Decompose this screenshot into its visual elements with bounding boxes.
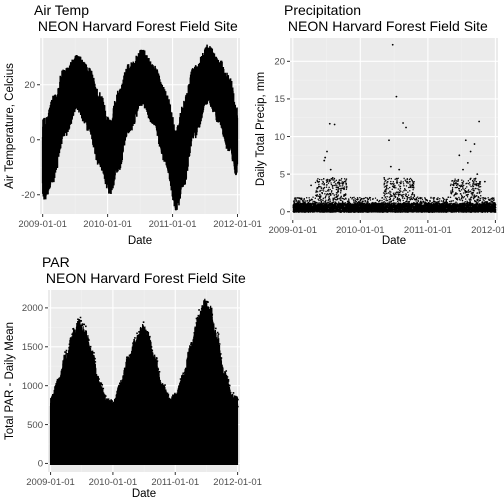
precip-data-point: [316, 180, 319, 183]
precip-data-point: [466, 161, 469, 164]
precip-data-point: [483, 180, 486, 183]
air-temp-title-line1: Air Temp: [34, 2, 89, 18]
air-temp-y-axis-label: Air Temperature, Celcius: [4, 63, 16, 189]
air-temp-ticks: 2009-01-01 2010-01-01 2011-01-01 2012-01-01…: [18, 80, 261, 230]
precip-y-axis-label: Daily Total Precip, mm: [255, 72, 267, 186]
precip-data-point: [398, 168, 401, 171]
precip-data-point: [464, 139, 467, 142]
air-temp-x-tick-label: 2009-01-01: [18, 219, 67, 230]
air-temp-x-axis-label: Date: [128, 235, 152, 247]
air-temp-data-points: [41, 44, 239, 211]
air-temp-title-line2: NEON Harvard Forest Field Site: [34, 18, 238, 34]
precip-y-tick-label: 10: [274, 132, 285, 143]
precip-data-point: [408, 180, 411, 183]
precip-data-point: [383, 176, 386, 179]
air-temp-panel: Air Temp NEON Harvard Forest Field Site …: [4, 2, 262, 247]
precip-data-point: [405, 126, 407, 129]
precip-data-point: [310, 184, 312, 187]
precip-data-point: [326, 150, 328, 153]
par-marks: [49, 298, 239, 465]
par-y-tick-label: 500: [27, 420, 43, 431]
par-x-axis-label: Date: [132, 488, 156, 500]
precip-title-line1: Precipitation: [284, 2, 361, 18]
precip-x-tick-label: 2009-01-01: [268, 225, 317, 236]
par-x-tick-label: 2012-01-01: [213, 477, 262, 488]
precip-x-axis-label: Date: [382, 235, 406, 247]
par-data-point-peaks: [50, 299, 239, 411]
par-x-tick-label: 2010-01-01: [89, 477, 138, 488]
precip-y-tick-label: 15: [274, 94, 285, 105]
air-temp-y-tick-label: -20: [21, 190, 35, 201]
precip-data-point: [389, 165, 392, 168]
precip-data-point: [452, 184, 455, 187]
air-temp-y-tick-label: 20: [24, 80, 35, 91]
precip-y-tick-label: 5: [280, 169, 285, 180]
precip-data-point: [395, 95, 398, 98]
precip-data-point: [343, 188, 345, 191]
precip-y-tick-label: 20: [274, 57, 285, 68]
precip-data-point: [473, 143, 476, 145]
par-ticks: 2009-01-01 2010-01-01 2011-01-01 2012-01-01…: [22, 303, 262, 488]
precip-x-tick-label: 2010-01-01: [336, 225, 385, 236]
precip-panel: Precipitation NEON Harvard Forest Field …: [255, 2, 504, 247]
precip-data-point: [476, 173, 479, 176]
precip-title-line2: NEON Harvard Forest Field Site: [284, 18, 488, 34]
air-temp-x-tick-label: 2012-01-01: [213, 219, 262, 230]
precip-data-point: [402, 122, 404, 124]
precip-data-points: [292, 177, 497, 213]
precip-data-point: [462, 168, 464, 171]
air-temp-marks: [41, 44, 239, 211]
precip-data-point: [388, 139, 390, 142]
precip-y-tick-label: 0: [280, 207, 285, 218]
precip-data-point: [323, 159, 326, 162]
air-temp-x-tick-label: 2011-01-01: [149, 219, 197, 230]
precip-x-tick-label: 2012-01-01: [471, 225, 504, 236]
air-temp-y-tick-label: 0: [30, 135, 35, 146]
par-title-line1: PAR: [42, 254, 70, 270]
par-y-tick-label: 0: [38, 459, 43, 470]
par-x-tick-label: 2011-01-01: [151, 477, 199, 488]
precip-data-point: [469, 150, 472, 153]
precip-ticks: 2009-01-01 2010-01-01 2011-01-01 2012-01-01…: [268, 57, 504, 236]
precip-data-point: [333, 123, 336, 126]
precip-data-point: [458, 154, 461, 157]
par-panel: PAR NEON Harvard Forest Field Site 2009-…: [4, 254, 262, 500]
precip-marks: [292, 43, 497, 213]
precip-data-point: [324, 156, 327, 159]
par-y-tick-label: 2000: [22, 303, 43, 314]
par-x-tick-label: 2009-01-01: [26, 477, 75, 488]
par-y-axis-label: Total PAR - Daily Mean: [4, 322, 16, 440]
par-y-tick-label: 1500: [22, 342, 43, 353]
precip-data-point: [331, 176, 334, 179]
precip-data-point: [328, 122, 331, 125]
air-temp-x-tick-label: 2010-01-01: [83, 219, 132, 230]
precip-data-point: [338, 179, 341, 182]
par-title-line2: NEON Harvard Forest Field Site: [42, 270, 246, 286]
precip-data-point: [391, 43, 394, 46]
precip-grid: [290, 38, 498, 220]
par-y-tick-label: 1000: [22, 381, 43, 392]
par-data-points: [49, 298, 239, 465]
precip-data-point: [411, 184, 414, 187]
precip-data-point: [329, 168, 332, 171]
precip-x-tick-label: 2011-01-01: [404, 225, 452, 236]
precip-data-point: [478, 120, 481, 123]
